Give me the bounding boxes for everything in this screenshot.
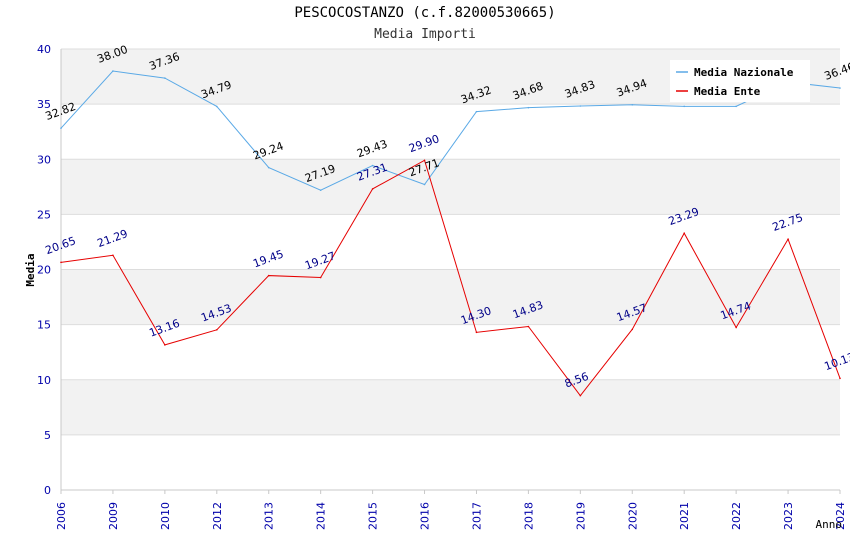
x-tick-label: 2021 (678, 502, 691, 530)
grid-band (61, 434, 840, 490)
y-tick-label: 0 (44, 484, 51, 497)
series-line-media-nazionale (60, 70, 841, 191)
data-point (839, 87, 841, 89)
x-tick-label: 2018 (522, 502, 535, 530)
data-point (267, 274, 270, 277)
data-point (475, 110, 478, 113)
y-tick-label: 5 (44, 429, 51, 442)
y-tick-label: 15 (37, 319, 51, 332)
y-tick-label: 10 (37, 374, 51, 387)
x-tick-label: 2012 (211, 502, 224, 530)
x-tick-label: 2013 (263, 502, 276, 530)
data-point (579, 105, 582, 107)
grid-band (61, 104, 840, 160)
data-point (787, 238, 789, 240)
y-tick-label: 25 (37, 208, 51, 221)
grid-band (61, 379, 840, 435)
grid-band (61, 159, 840, 215)
legend-box (670, 60, 810, 102)
data-point (527, 106, 530, 109)
x-tick-label: 2015 (367, 502, 380, 530)
data-point (683, 105, 685, 108)
y-axis-label: Media (24, 253, 37, 286)
data-point (60, 127, 62, 129)
data-point (371, 188, 374, 190)
data-point (423, 159, 426, 162)
data-point (371, 164, 374, 167)
data-point (475, 331, 478, 334)
data-point (216, 105, 218, 108)
y-tick-label: 20 (37, 264, 51, 277)
data-point (735, 105, 737, 108)
data-point (112, 70, 114, 72)
x-tick-label: 2006 (55, 502, 68, 530)
data-point (579, 394, 582, 397)
chart-title: PESCOCOSTANZO (c.f.82000530665) (294, 5, 556, 21)
data-point (319, 276, 322, 279)
x-tick-label: 2016 (419, 502, 432, 530)
data-point (164, 77, 166, 79)
data-point (631, 103, 634, 106)
grid-band (61, 269, 840, 325)
legend-label-media-nazionale: Media Nazionale (694, 66, 794, 79)
data-point (527, 325, 530, 328)
grid-band (61, 324, 840, 380)
x-tick-label: 2024 (834, 502, 847, 530)
data-point (267, 166, 270, 169)
x-tick-label: 2023 (782, 502, 795, 530)
x-tick-label: 2017 (470, 502, 483, 530)
x-axis-label: Anno (816, 518, 843, 531)
x-tick-label: 2019 (574, 502, 587, 530)
y-tick-label: 35 (37, 98, 51, 111)
x-tick-label: 2010 (159, 502, 172, 530)
series-line-media-ente (60, 159, 841, 397)
data-point (839, 377, 841, 380)
data-point (423, 183, 426, 186)
data-point (319, 189, 322, 192)
data-point (683, 232, 685, 235)
x-tick-label: 2009 (107, 502, 120, 530)
data-point (631, 328, 634, 331)
data-point (735, 326, 737, 329)
x-tick-label: 2014 (315, 502, 328, 530)
data-point (216, 329, 218, 331)
x-tick-label: 2022 (730, 502, 743, 530)
x-tick-label: 2020 (626, 502, 639, 530)
data-point (112, 254, 114, 257)
y-tick-label: 40 (37, 43, 51, 56)
chart-subtitle: Media Importi (374, 27, 476, 42)
grid-band (61, 214, 840, 270)
legend-label-media-ente: Media Ente (694, 85, 761, 98)
y-tick-label: 30 (37, 153, 51, 166)
data-point (164, 344, 166, 346)
data-point (60, 261, 62, 264)
